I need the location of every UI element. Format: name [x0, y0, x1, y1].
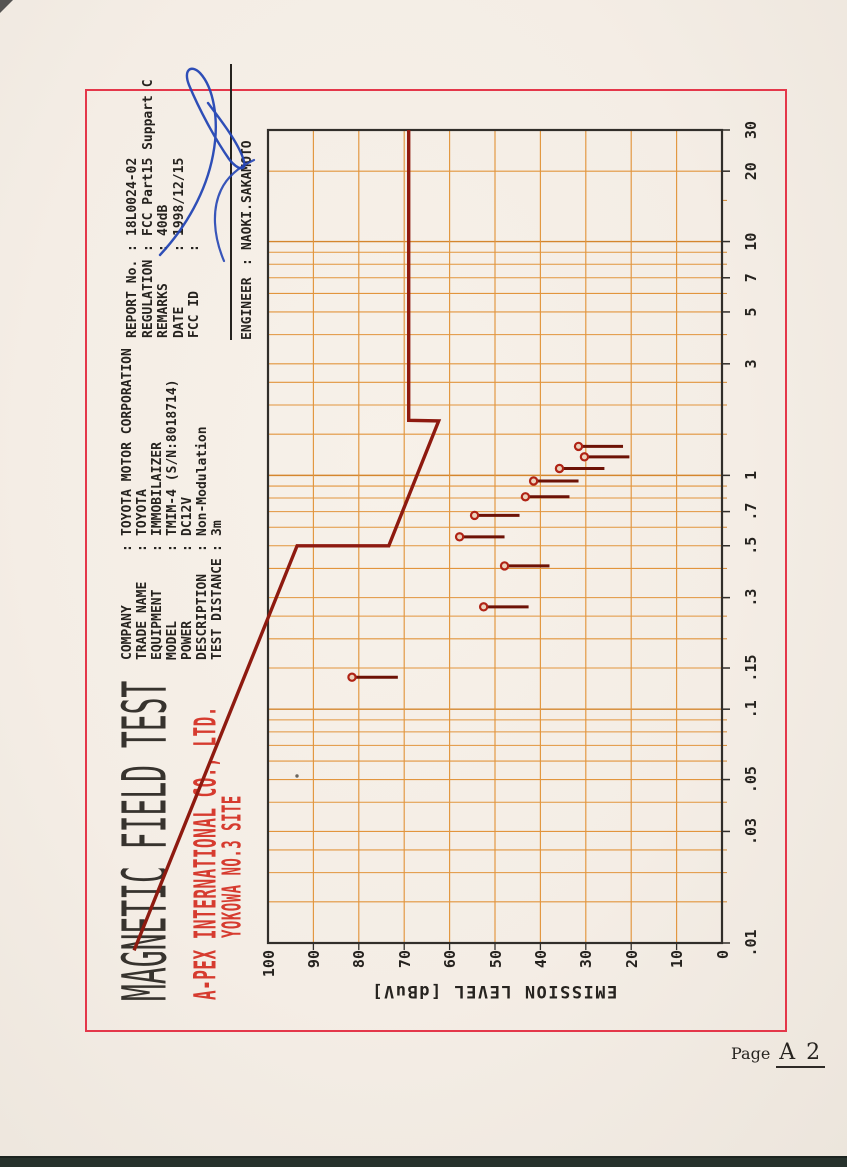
data-marker — [469, 510, 480, 521]
axis-ticks — [312, 129, 730, 950]
freq-tick-label: .03 — [742, 817, 760, 845]
y-axis-title: EMISSION LEVEL [dBuV] — [370, 981, 618, 1001]
level-tick-label: 60 — [441, 950, 460, 969]
scan-corner-artifact — [0, 0, 13, 13]
scan-speck-artifact — [295, 774, 299, 778]
freq-tick-label: .05 — [742, 766, 760, 794]
freq-tick-label: .3 — [742, 588, 760, 607]
freq-tick-label: 20 — [742, 162, 760, 181]
level-tick-label: 80 — [350, 950, 369, 969]
limit-line — [132, 130, 442, 952]
data-marker — [499, 561, 510, 571]
level-tick-label: 10 — [668, 950, 687, 969]
freq-tick-label: .1 — [742, 700, 760, 719]
page-number: Page A 2 — [731, 1040, 826, 1068]
data-marker — [573, 441, 584, 452]
data-marker — [579, 452, 590, 462]
level-tick-label: 20 — [622, 950, 641, 969]
freq-tick-label: .01 — [742, 929, 760, 957]
level-tick-label: 50 — [486, 950, 505, 969]
page-label-prefix: Page — [731, 1044, 771, 1063]
freq-tick-label: 3 — [742, 359, 760, 369]
scan-edge-artifact — [0, 1156, 847, 1167]
level-tick-label: 100 — [259, 950, 278, 978]
plot-frame — [266, 128, 724, 945]
page-label-number: A 2 — [776, 1040, 826, 1068]
level-tick-label: 70 — [395, 950, 414, 969]
signature-stroke-tail — [213, 158, 256, 263]
freq-tick-label: 30 — [742, 120, 760, 140]
level-tick-label: 0 — [713, 950, 732, 960]
data-marker — [347, 672, 357, 682]
level-tick-label: 90 — [304, 950, 323, 969]
data-marker — [520, 492, 531, 502]
level-tick-label: 40 — [531, 950, 550, 969]
signature-stroke-main — [158, 67, 246, 257]
data-marker — [554, 463, 565, 474]
level-tick-label: 30 — [577, 950, 596, 969]
data-points — [347, 441, 630, 682]
data-marker — [478, 602, 489, 612]
freq-tick-label: 10 — [742, 232, 760, 251]
data-marker — [528, 476, 539, 486]
freq-tick-label: 1 — [742, 470, 760, 480]
freq-tick-label: .15 — [742, 654, 760, 682]
data-marker — [454, 532, 465, 542]
